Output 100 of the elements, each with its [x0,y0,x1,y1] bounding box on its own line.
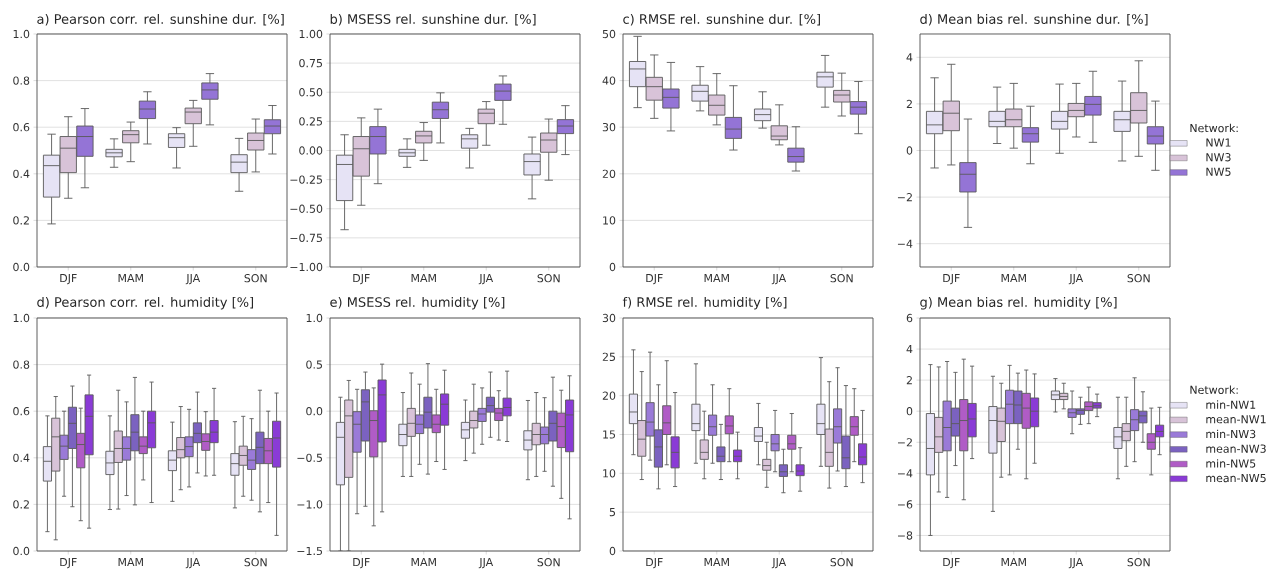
y-tick-label: 25 [602,352,616,361]
chart-title: e) MSESS rel. humidity [%] [330,296,505,310]
y-tick-label: 0.6 [13,407,30,416]
x-tick-label: JJA [771,274,787,285]
y-tick-label: −2 [897,438,912,447]
legend-label: min-NW5 [1206,459,1256,468]
y-tick-label: −1.5 [297,546,323,556]
x-tick-label: MAM [411,274,436,283]
y-tick-label: 2 [906,376,912,385]
legend-label: mean-NW3 [1206,444,1266,453]
y-tick-label: 1.0 [306,313,323,323]
chart-title: b) MSESS rel. sunshine dur. [%] [330,13,536,26]
legend-label: min-NW3 [1206,429,1256,439]
y-tick-label: 1.00 [299,29,323,39]
y-tick-label: 0.00 [299,146,323,155]
y-tick-label: 0.50 [299,88,323,97]
x-tick-label: MAM [1001,558,1026,567]
y-tick-label: 0.6 [13,123,30,132]
x-tick-label: JJA [478,274,494,285]
y-tick-label: 15 [603,430,616,439]
y-tick-label: 30 [602,313,616,323]
y-tick-label: −0.25 [290,175,323,184]
y-tick-label: 5 [609,508,616,517]
x-tick-label: DJF [353,558,370,569]
y-tick-label: −8 [897,531,913,540]
x-tick-label: MAM [1001,274,1026,283]
legend-label: min-NW1 [1206,400,1256,409]
y-tick-label: 0.25 [299,117,323,126]
x-tick-label: SON [1127,274,1150,283]
x-tick-label: SON [1127,558,1150,567]
legend-label: mean-NW1 [1206,415,1266,424]
x-tick-label: MAM [704,558,729,567]
y-tick-label: 1.0 [13,313,30,323]
y-tick-label: −0.75 [290,233,323,243]
x-tick-label: DJF [646,274,663,285]
y-tick-label: 0.0 [13,262,30,272]
y-tick-label: 4 [906,53,913,62]
x-tick-label: DJF [60,274,77,285]
legend-label: NW5 [1206,167,1231,176]
x-tick-label: MAM [704,274,729,283]
y-tick-label: 4 [906,345,913,354]
y-tick-label: 0 [906,407,913,416]
x-tick-label: JJA [771,558,787,569]
y-tick-label: 10 [603,469,616,478]
y-tick-label: −2 [897,193,912,202]
legend-label: NW1 [1206,138,1231,147]
x-tick-label: DJF [943,274,960,285]
y-tick-label: 0.2 [13,216,29,225]
y-tick-label: −4 [897,469,913,478]
x-tick-label: JJA [185,558,201,569]
x-tick-label: DJF [60,558,77,569]
x-tick-label: MAM [118,274,143,283]
y-tick-label: 1.0 [13,29,30,39]
y-tick-label: 0.75 [299,58,323,68]
y-tick-label: 0.2 [13,500,29,509]
y-tick-label: 0 [609,546,616,556]
chart-title: f) RMSE rel. humidity [%] [622,296,787,310]
x-tick-label: DJF [353,274,370,285]
x-tick-label: JJA [1068,558,1084,569]
legend-title: Network: [1190,123,1238,133]
legend-label: mean-NW5 [1206,473,1266,483]
x-tick-label: JJA [1068,274,1084,285]
y-tick-label: −0.5 [297,453,323,462]
chart-title: d) Mean bias rel. sunshine dur. [%] [920,13,1148,26]
y-tick-label: −1.00 [290,262,323,272]
x-tick-label: JJA [185,274,201,285]
x-tick-label: SON [830,558,853,567]
y-tick-label: −6 [897,500,913,509]
y-tick-label: 0.5 [306,360,323,369]
y-tick-label: −0.50 [290,204,323,213]
x-tick-label: SON [244,558,267,567]
x-tick-label: MAM [411,558,436,567]
y-tick-label: 20 [602,391,616,400]
chart-title: d) Pearson corr. rel. humidity [%] [37,296,254,310]
y-tick-label: 0.4 [13,453,30,462]
y-tick-label: 20 [602,169,616,178]
y-tick-label: 0.8 [13,76,30,85]
x-tick-label: DJF [646,558,663,569]
y-tick-label: 6 [906,313,913,323]
chart-title: a) Pearson corr. rel. sunshine dur. [%] [37,13,284,26]
y-tick-label: 30 [602,123,616,132]
y-tick-label: 0 [906,146,913,155]
x-tick-label: JJA [478,558,494,569]
y-tick-label: 0.0 [306,407,323,416]
y-tick-label: −1.0 [297,500,323,509]
legend-title: Network: [1190,385,1238,395]
y-tick-label: 2 [906,99,912,108]
legend-label: NW3 [1206,153,1231,162]
y-tick-label: 0.0 [13,546,30,556]
x-tick-label: SON [244,274,267,283]
chart-title: g) Mean bias rel. humidity [%] [920,296,1117,310]
x-tick-label: SON [830,274,853,283]
y-tick-label: 0 [609,262,616,272]
x-tick-label: DJF [943,558,960,569]
x-tick-label: SON [537,274,560,283]
y-tick-label: 40 [602,76,616,85]
y-tick-label: 10 [603,216,616,225]
x-tick-label: SON [537,558,560,567]
y-tick-label: 0.8 [13,360,30,369]
y-tick-label: 0.4 [13,169,30,178]
